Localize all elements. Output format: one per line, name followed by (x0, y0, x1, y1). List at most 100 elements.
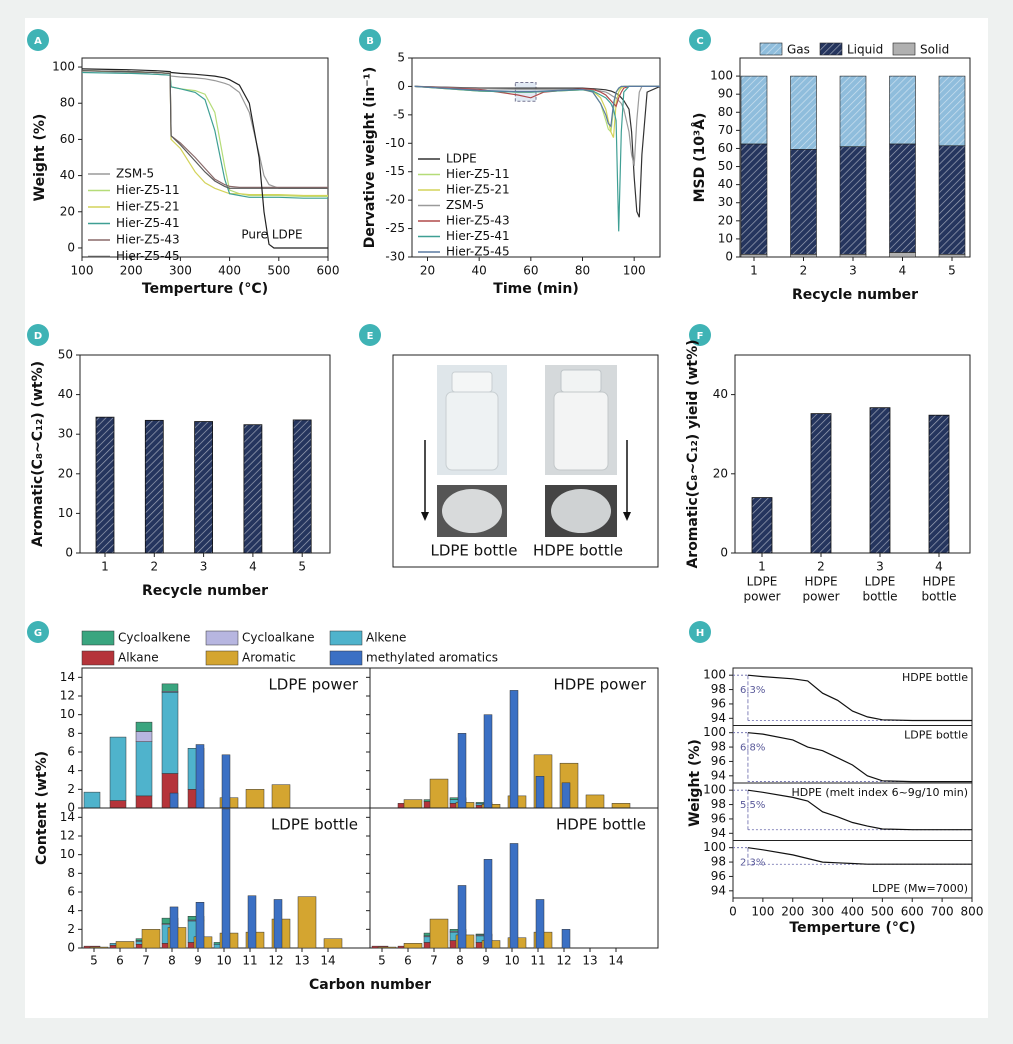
bar (273, 899, 283, 949)
panel-letter: A (34, 36, 42, 47)
legend-label: Alkane (118, 651, 159, 665)
y-axis-title: Weight (%) (32, 114, 48, 202)
y-tick-label: 100 (703, 783, 726, 797)
x-tick-label: 80 (575, 264, 590, 278)
granules (442, 489, 502, 533)
x-tick-label: 13 (294, 954, 309, 968)
y-tick-label: 0 (67, 801, 75, 815)
arrow-head (623, 512, 631, 521)
bar (561, 782, 571, 809)
bar-segment (938, 145, 966, 255)
y-tick-label: 6 (67, 885, 75, 899)
y-axis-title: Dervative weight (in⁻¹) (362, 67, 378, 248)
subplot-title: HDPE power (554, 676, 647, 694)
line (747, 847, 972, 865)
y-tick-label: 10 (718, 231, 733, 245)
bottle-body (445, 391, 499, 471)
bar (377, 946, 397, 949)
legend-label: Hier-Z5-41 (116, 216, 180, 230)
legend-label: Cycloalkane (242, 631, 315, 645)
x-axis-title: Carbon number (309, 977, 431, 993)
bar-segment (790, 75, 817, 150)
y-tick-label: 2 (67, 922, 75, 936)
bar-segment (109, 736, 127, 801)
bar-segment (109, 800, 127, 809)
y-tick-label: 14 (60, 810, 75, 824)
x-tick-label: 14 (608, 954, 623, 968)
bar-segment (790, 149, 817, 255)
x-tick-label: 9 (194, 954, 202, 968)
legend-label: Hier-Z5-45 (116, 249, 180, 263)
y-tick-label: 0 (725, 250, 733, 264)
y-tick-label: 20 (713, 466, 728, 480)
x-tick-label: 400 (218, 264, 241, 278)
bar-segment (938, 75, 966, 147)
y-axis-title: Aromatic(C₈~C₁₂) yieid (wt%) (685, 339, 701, 568)
bar (928, 414, 950, 554)
x-tick-label: 4 (899, 264, 907, 278)
panel-badge (27, 324, 49, 346)
y-tick-label: 0 (67, 240, 75, 254)
x-tick-label: 1 (750, 264, 758, 278)
bar (247, 895, 257, 949)
x-tick-label: 500 (267, 264, 290, 278)
bar (169, 792, 179, 809)
x-tick-label: LDPE (865, 575, 896, 589)
y-tick-label: -15 (385, 164, 405, 178)
y-axis-title: Content (wt%) (34, 751, 50, 865)
bar (585, 794, 605, 809)
x-tick-label: bottle (921, 590, 956, 604)
legend-label: Hier-Z5-21 (116, 200, 180, 214)
bar-segment (135, 721, 153, 732)
x-axis-title: Time (min) (493, 281, 578, 297)
x-tick-label: 11 (242, 954, 257, 968)
y-tick-label: 8 (67, 726, 75, 740)
x-tick-label: 3 (200, 560, 208, 574)
legend-label: Hier-Z5-21 (446, 183, 510, 197)
y-tick-label: 80 (60, 96, 75, 110)
y-tick-label: -10 (385, 136, 405, 150)
legend-label: ZSM-5 (446, 198, 484, 212)
y-tick-label: -20 (385, 193, 405, 207)
x-tick-label: 5 (378, 954, 386, 968)
y-tick-label: 94 (711, 711, 726, 725)
bar-segment (135, 741, 153, 797)
y-tick-label: 100 (52, 60, 75, 74)
bar (323, 938, 343, 949)
legend-label: Hier-Z5-45 (446, 245, 510, 259)
panel-letter: H (696, 628, 704, 639)
y-tick-label: 14 (60, 670, 75, 684)
photo-caption: LDPE bottle (430, 542, 517, 560)
bar (535, 776, 545, 809)
bar-segment (740, 75, 768, 145)
x-axis-title: Temperture (°C) (142, 281, 268, 297)
bar (509, 843, 519, 949)
y-tick-label: 6 (67, 745, 75, 759)
y-tick-label: 100 (703, 840, 726, 854)
bar-segment (889, 75, 916, 145)
bar (457, 885, 467, 949)
x-tick-label: 1 (101, 560, 109, 574)
plot-frame (81, 57, 329, 258)
photo-caption: HDPE bottle (533, 542, 623, 560)
y-tick-label: 10 (58, 506, 73, 520)
x-tick-label: HDPE (922, 575, 955, 589)
x-tick-label: 100 (71, 264, 94, 278)
bar (429, 918, 449, 949)
y-axis-title: Weight (%) (687, 739, 703, 827)
legend-label: Cycloalkene (118, 631, 190, 645)
x-tick-label: 8 (168, 954, 176, 968)
x-tick-label: bottle (862, 590, 897, 604)
photo-panel: LDPE bottle HDPE bottle E (359, 324, 659, 568)
legend-label: ZSM-5 (116, 167, 154, 181)
bottle-cap (560, 369, 602, 393)
bar-segment (161, 692, 179, 774)
x-tick-label: 600 (901, 905, 924, 919)
y-tick-label: 20 (718, 213, 733, 227)
bar (561, 929, 571, 949)
x-axis-title: Temperture (°C) (789, 920, 915, 936)
y-tick-label: 100 (703, 725, 726, 739)
panel-letter: C (696, 36, 703, 47)
legend-swatch (81, 650, 115, 666)
x-tick-label: 6 (116, 954, 124, 968)
